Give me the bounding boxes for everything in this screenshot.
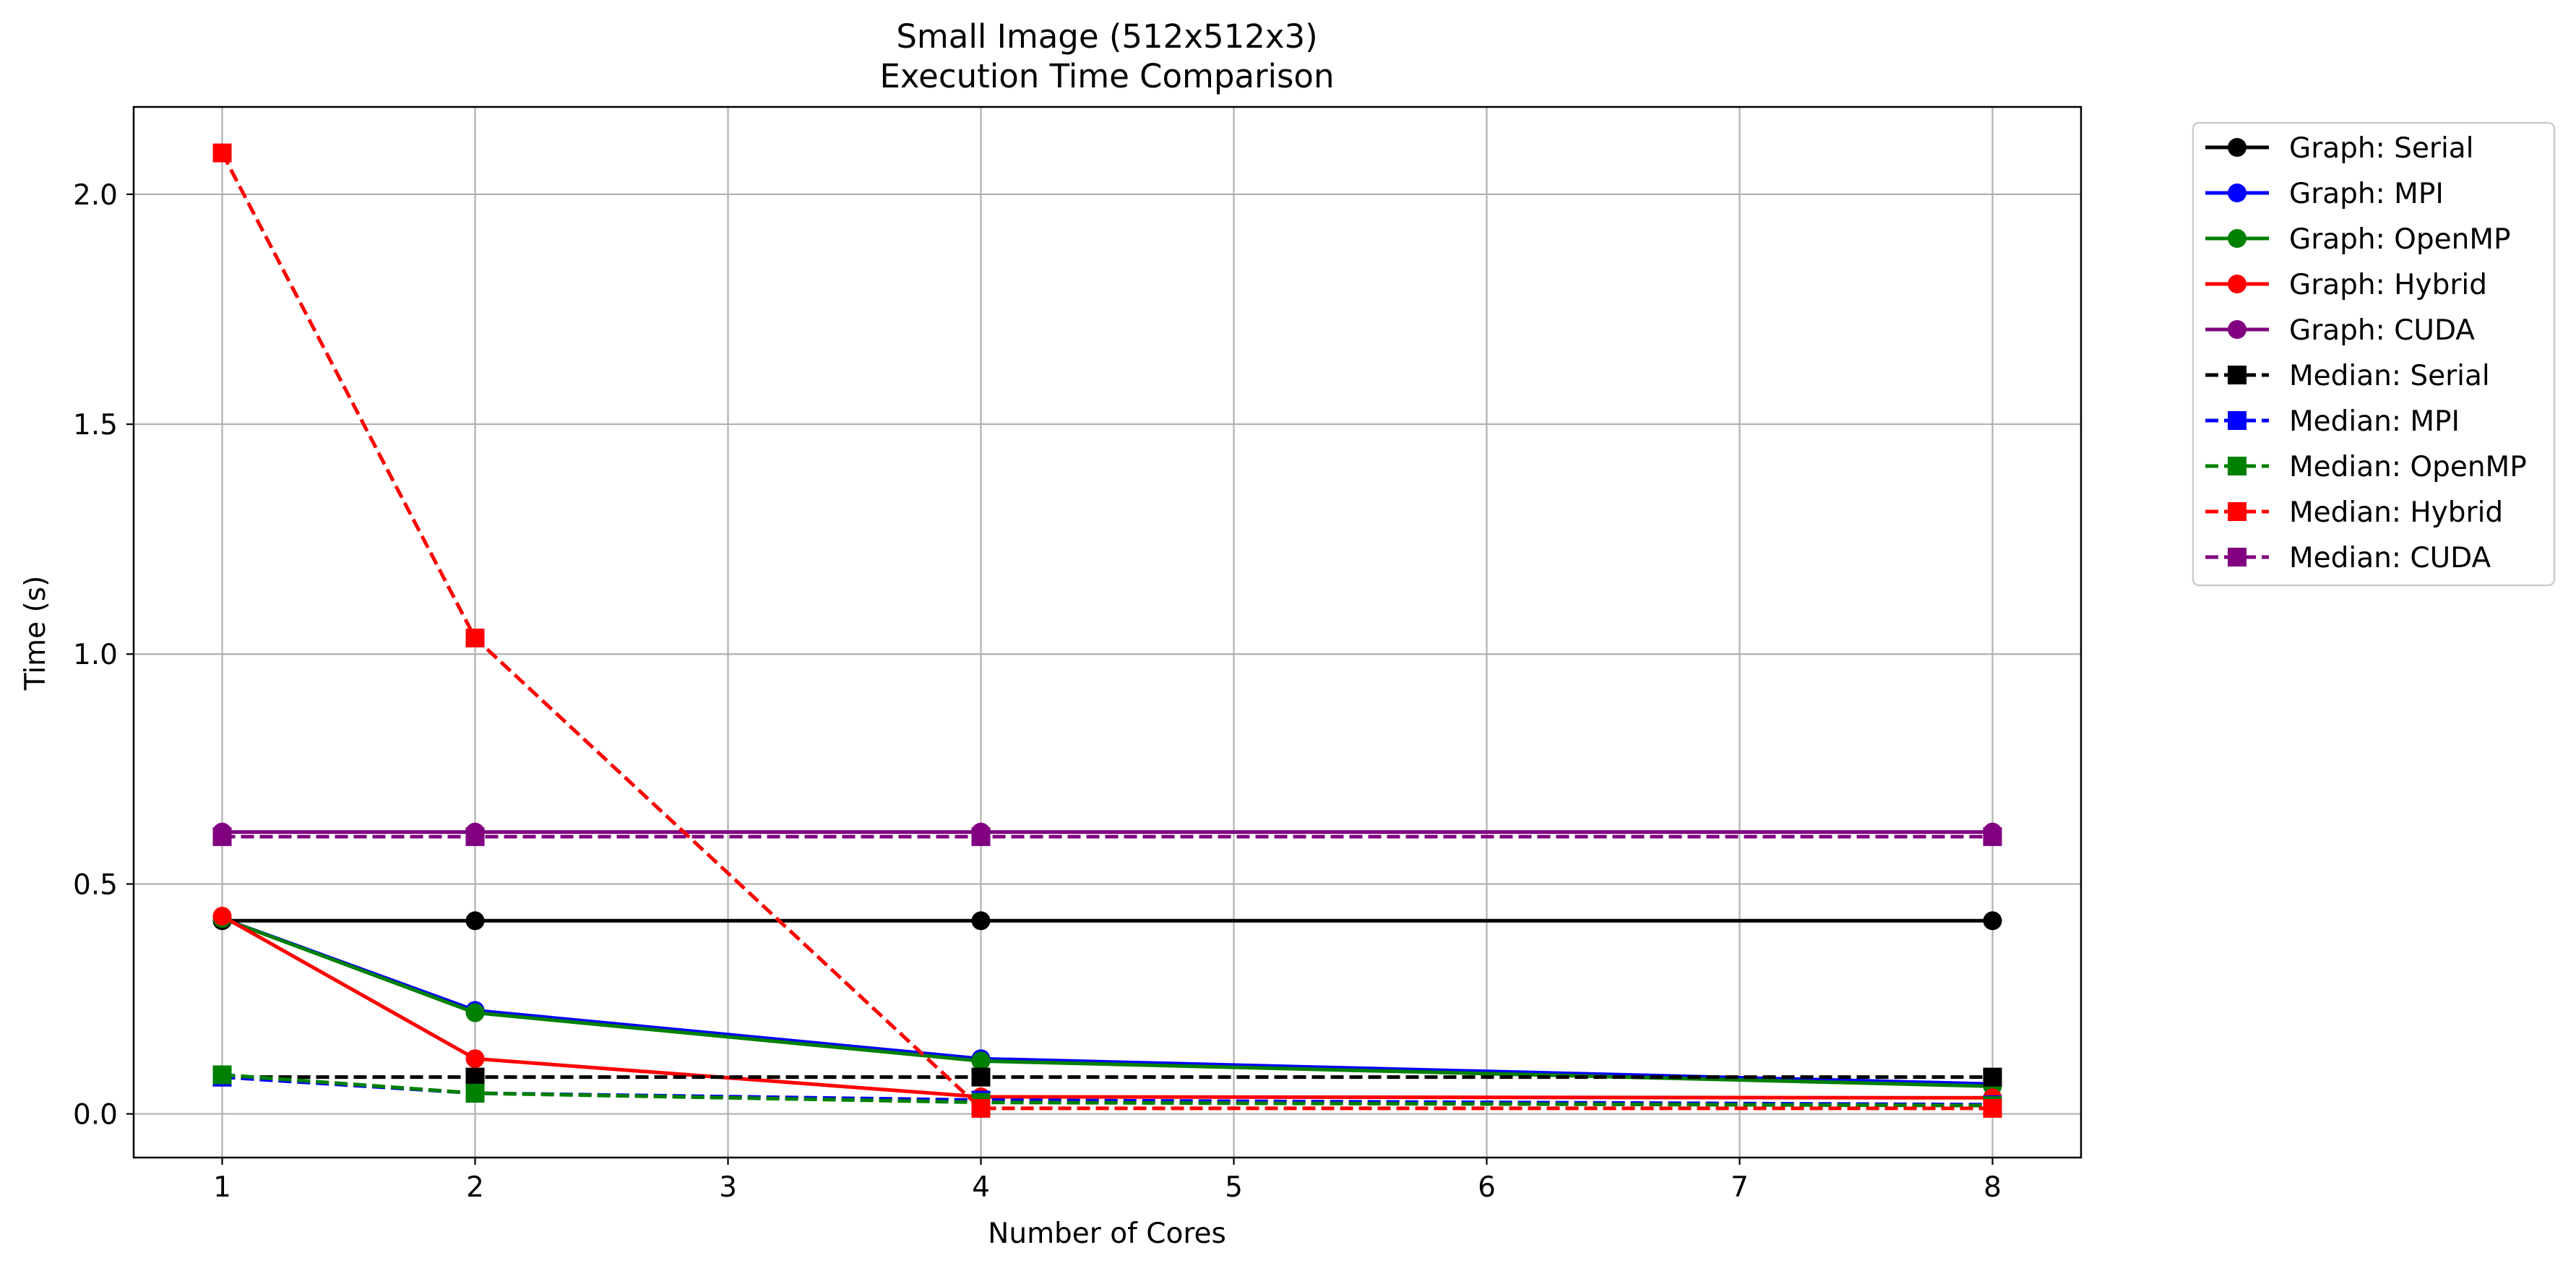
plot-frame bbox=[132, 105, 2082, 1159]
y-axis-label: Time (s) bbox=[20, 576, 52, 691]
x-axis-label: Number of Cores bbox=[988, 1218, 1226, 1250]
legend-marker bbox=[2228, 502, 2247, 521]
data-point bbox=[465, 1083, 485, 1103]
data-point bbox=[971, 911, 991, 931]
series-median-hybrid bbox=[212, 143, 2002, 1118]
legend-item-graph-mpi: Graph: MPI bbox=[2205, 178, 2444, 210]
data-point bbox=[1983, 911, 2002, 931]
plot-series bbox=[212, 143, 2002, 1118]
legend-item-median-hybrid: Median: Hybrid bbox=[2205, 496, 2503, 529]
legend-frame bbox=[2192, 121, 2556, 587]
legend-marker bbox=[2228, 457, 2247, 475]
series-line bbox=[221, 916, 1993, 1088]
data-point bbox=[971, 1051, 991, 1071]
legend-marker bbox=[2228, 320, 2247, 339]
legend-marker bbox=[2228, 184, 2247, 202]
axis-ticks: 1 2 3 4 5 6 7 8 0.0 0.5 1.0 1.5 2.0 bbox=[73, 179, 2002, 1204]
y-tick-label: 1.5 bbox=[73, 409, 118, 441]
legend-label: Graph: MPI bbox=[2289, 178, 2444, 210]
legend-item-graph-openmp: Graph: OpenMP bbox=[2205, 223, 2511, 256]
data-point bbox=[465, 827, 485, 846]
chart-title: Small Image (512x512x3) bbox=[896, 17, 1317, 56]
legend-marker bbox=[2228, 138, 2247, 157]
legend-item-median-mpi: Median: MPI bbox=[2205, 405, 2460, 438]
data-point bbox=[465, 628, 485, 647]
data-point bbox=[465, 1067, 485, 1087]
legend-label: Graph: Serial bbox=[2289, 132, 2474, 165]
data-point bbox=[212, 906, 232, 926]
grid bbox=[134, 107, 2081, 1158]
legend-label: Median: OpenMP bbox=[2289, 451, 2527, 483]
legend-label: Median: Serial bbox=[2289, 360, 2490, 392]
data-point bbox=[465, 911, 485, 931]
data-point bbox=[1983, 1067, 2002, 1087]
series-line bbox=[220, 152, 1993, 1111]
data-point bbox=[971, 1098, 991, 1118]
legend-item-graph-serial: Graph: Serial bbox=[2205, 132, 2474, 165]
legend-item-median-serial: Median: Serial bbox=[2205, 360, 2490, 392]
series-line bbox=[221, 914, 1993, 1100]
data-point bbox=[212, 1065, 232, 1085]
x-tick-label: 6 bbox=[1478, 1171, 1496, 1204]
x-tick-label: 4 bbox=[972, 1171, 990, 1204]
legend-marker bbox=[2228, 275, 2247, 293]
series-line bbox=[222, 1072, 1993, 1108]
x-tick-label: 7 bbox=[1731, 1171, 1749, 1204]
x-tick-label: 2 bbox=[466, 1171, 484, 1204]
data-point bbox=[212, 827, 232, 846]
data-point bbox=[212, 143, 232, 163]
legend-item-median-openmp: Median: OpenMP bbox=[2205, 451, 2527, 483]
legend-marker bbox=[2228, 366, 2247, 384]
x-tick-label: 1 bbox=[213, 1171, 231, 1204]
chart-subtitle: Execution Time Comparison bbox=[880, 57, 1335, 95]
legend-item-graph-hybrid: Graph: Hybrid bbox=[2205, 269, 2487, 301]
legend-label: Graph: OpenMP bbox=[2289, 223, 2511, 256]
y-tick-label: 0.0 bbox=[73, 1099, 118, 1132]
data-point bbox=[971, 1067, 991, 1087]
legend-label: Graph: Hybrid bbox=[2289, 269, 2487, 301]
data-point bbox=[971, 827, 991, 846]
x-tick-label: 3 bbox=[719, 1171, 737, 1204]
legend: Graph: Serial Graph: MPI Graph: OpenMP Grap… bbox=[2192, 121, 2556, 587]
series-median-cuda bbox=[212, 827, 2002, 846]
legend-marker bbox=[2228, 229, 2247, 248]
y-tick-label: 1.0 bbox=[73, 639, 118, 671]
legend-label: Median: MPI bbox=[2289, 405, 2460, 438]
x-tick-label: 5 bbox=[1225, 1171, 1243, 1204]
x-tick-label: 8 bbox=[1983, 1171, 2002, 1204]
data-point bbox=[1983, 1098, 2002, 1118]
legend-label: Graph: CUDA bbox=[2289, 314, 2475, 347]
data-point bbox=[465, 1003, 485, 1022]
y-tick-label: 0.5 bbox=[73, 869, 118, 901]
legend-item-median-cuda: Median: CUDA bbox=[2205, 542, 2491, 574]
legend-marker bbox=[2228, 548, 2247, 566]
legend-label: Median: CUDA bbox=[2289, 542, 2491, 574]
data-point bbox=[1983, 827, 2002, 846]
data-point bbox=[465, 1049, 485, 1069]
y-tick-label: 2.0 bbox=[73, 179, 118, 212]
legend-label: Median: Hybrid bbox=[2289, 496, 2503, 529]
legend-item-graph-cuda: Graph: CUDA bbox=[2205, 314, 2475, 347]
legend-marker bbox=[2228, 411, 2247, 430]
